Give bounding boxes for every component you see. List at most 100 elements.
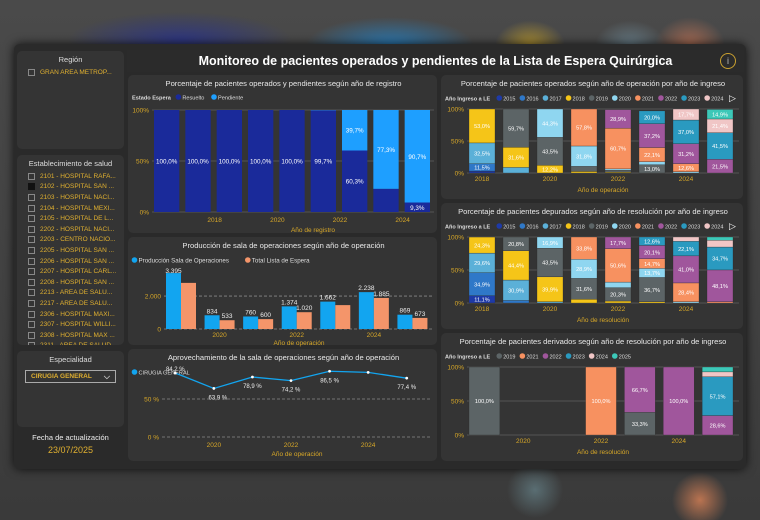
data-point xyxy=(212,387,216,390)
checkbox[interactable] xyxy=(28,321,35,329)
slicer-item[interactable]: 2207 - HOSPITAL CARL... xyxy=(17,266,124,277)
data-label: 33,8% xyxy=(576,246,592,252)
bar-segment xyxy=(342,110,368,151)
data-label: 13,7% xyxy=(644,271,660,277)
checkbox[interactable] xyxy=(28,246,35,254)
bar xyxy=(412,317,428,329)
especialidad-dropdown[interactable]: CIRUGIA GENERAL ⌵ xyxy=(25,370,116,383)
slicer-item[interactable]: 2213 - AREA DE SALU... xyxy=(17,288,124,299)
slicer-item-label: 2205 - HOSPITAL SAN ... xyxy=(40,246,115,254)
bar-segment xyxy=(536,301,564,304)
y-tick-label: 50% xyxy=(451,139,464,146)
x-tick-label: 2022 xyxy=(284,442,299,449)
slicer-item[interactable]: 2203 - CENTRO NACIO... xyxy=(17,235,124,246)
x-tick-label: 2018 xyxy=(475,306,490,313)
slicer-item-label: 2102 - HOSPITAL SAN ... xyxy=(40,183,115,191)
legend-marker xyxy=(496,95,503,101)
checkbox[interactable] xyxy=(28,215,35,223)
bar-segment xyxy=(536,248,564,278)
slicer-item[interactable]: 2311 - AREA DE SALUD... xyxy=(17,341,124,345)
data-label: 760 xyxy=(245,309,256,316)
bar xyxy=(358,292,374,329)
y-tick-label: 0% xyxy=(140,210,150,217)
chart-produccion: Producción de sala de operaciones según … xyxy=(131,241,434,347)
info-icon[interactable]: i xyxy=(720,53,736,69)
checkbox[interactable] xyxy=(28,342,35,345)
bar-segment xyxy=(701,366,734,373)
slicer-item[interactable]: 2306 - HOSPITAL MAXI... xyxy=(17,309,124,320)
data-label: 14,7% xyxy=(644,262,660,268)
bar-segment xyxy=(604,109,632,129)
legend-label: 2022 xyxy=(665,224,677,230)
slicer-item[interactable]: 2105 - HOSPITAL DE L... xyxy=(17,213,124,224)
slicer-item[interactable]: 2103 - HOSPITAL NACI... xyxy=(17,192,124,203)
legend-label: 2023 xyxy=(573,354,585,360)
data-label: 22,1% xyxy=(678,247,694,253)
bar-segment xyxy=(570,171,598,174)
chart-aprovechamiento-panel: Aprovechamiento de la sala de operacione… xyxy=(127,348,438,462)
checkbox[interactable] xyxy=(28,310,35,318)
x-tick-label: 2024 xyxy=(395,217,410,224)
checkbox[interactable] xyxy=(28,331,35,339)
checkbox[interactable] xyxy=(28,183,35,191)
checkbox[interactable] xyxy=(28,204,35,212)
slicer-item[interactable]: 2206 - HOSPITAL SAN ... xyxy=(17,256,124,267)
bar xyxy=(296,312,312,329)
data-label: 63,9 % xyxy=(209,395,228,401)
slicer-item[interactable]: 2217 - AREA DE SALU... xyxy=(17,298,124,309)
chevron-down-icon: ⌵ xyxy=(103,371,110,381)
data-label: 60,7% xyxy=(610,147,626,153)
x-tick-label: 2022 xyxy=(594,438,609,445)
checkbox[interactable] xyxy=(28,225,35,233)
bar-segment xyxy=(585,366,617,436)
data-label: 48,1% xyxy=(712,284,728,290)
chart-title: Porcentaje de pacientes operados según a… xyxy=(461,79,725,88)
legend-title: Año Ingreso a LE xyxy=(445,97,491,103)
slicer-item[interactable]: 2205 - HOSPITAL SAN ... xyxy=(17,245,124,256)
bar-segment xyxy=(310,110,336,212)
bar-segment xyxy=(706,132,734,160)
x-tick-label: 2022 xyxy=(611,306,626,313)
legend-marker xyxy=(496,353,503,359)
legend-marker xyxy=(565,353,572,359)
legend-label: 2022 xyxy=(549,354,561,360)
bar-segment xyxy=(468,236,496,254)
checkbox[interactable] xyxy=(28,268,35,276)
legend-label: 2022 xyxy=(665,96,677,102)
region-slicer: Región GRAN AREA METROP... xyxy=(16,50,125,150)
establecimiento-slicer-title: Establecimiento de salud xyxy=(28,159,113,168)
legend-marker xyxy=(565,223,572,229)
checkbox[interactable] xyxy=(28,289,35,297)
checkbox[interactable] xyxy=(28,236,35,244)
data-label: 14,9% xyxy=(712,112,728,118)
slicer-item[interactable]: 2102 - HOSPITAL SAN ... xyxy=(17,182,124,193)
slicer-item[interactable]: 2101 - HOSPITAL RAFA... xyxy=(17,171,124,182)
checkbox[interactable] xyxy=(28,68,35,76)
checkbox[interactable] xyxy=(28,193,35,201)
slicer-item[interactable]: GRAN AREA METROP... xyxy=(17,67,124,78)
x-tick-label: 2020 xyxy=(543,176,558,183)
x-tick-label: 2018 xyxy=(207,217,222,224)
slicer-item[interactable]: 2308 - HOSPITAL MAX ... xyxy=(17,330,124,341)
x-tick-label: 2024 xyxy=(679,176,694,183)
x-tick-label: 2018 xyxy=(475,176,490,183)
checkbox[interactable] xyxy=(28,278,35,286)
y-tick-label: 100% xyxy=(447,365,464,372)
data-label: 36,7% xyxy=(644,288,660,294)
bar-segment xyxy=(624,366,656,413)
slicer-item[interactable]: 2104 - HOSPITAL MEXI... xyxy=(17,203,124,214)
bar-segment xyxy=(604,248,632,283)
bar-segment xyxy=(701,376,734,416)
checkbox[interactable] xyxy=(28,172,35,180)
checkbox[interactable] xyxy=(28,257,35,265)
legend-marker xyxy=(658,95,664,101)
legend-label: 2016 xyxy=(526,96,538,102)
data-label: 99,7% xyxy=(314,159,332,166)
slicer-item[interactable]: 2208 - HOSPITAL SAN ... xyxy=(17,277,124,288)
especialidad-selected: CIRUGIA GENERAL xyxy=(31,373,92,380)
checkbox[interactable] xyxy=(28,299,35,307)
slicer-item[interactable]: 2202 - HOSPITAL NACI... xyxy=(17,224,124,235)
data-label: 17,7% xyxy=(678,113,694,119)
slicer-item[interactable]: 2307 - HOSPITAL WILLI... xyxy=(17,319,124,330)
data-label: 20,1% xyxy=(644,250,660,256)
